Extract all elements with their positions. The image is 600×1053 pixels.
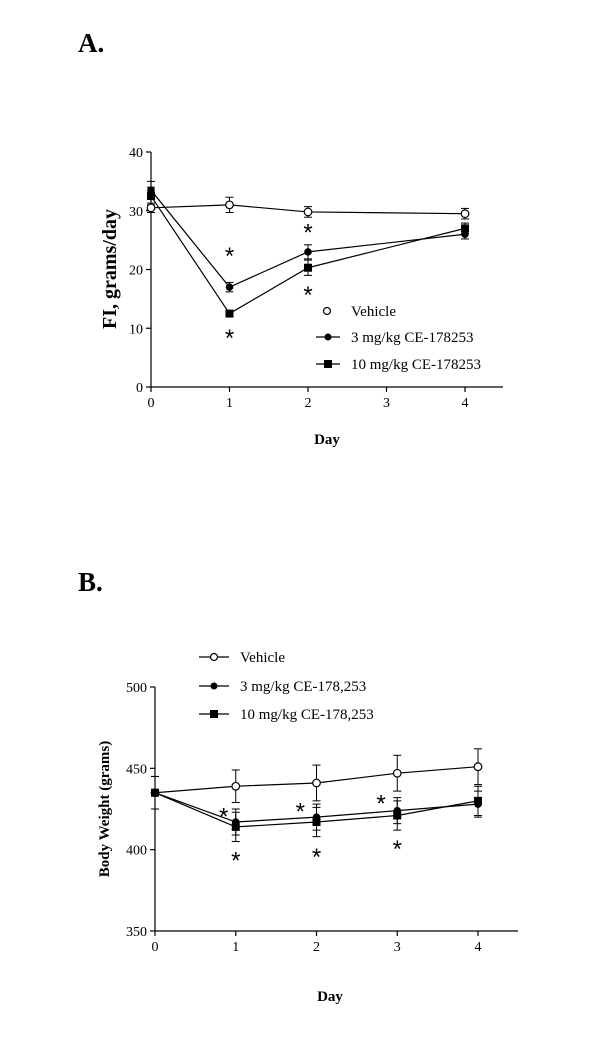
x-tick-label-2: 2 — [305, 396, 312, 411]
y-tick-label-0: 350 — [126, 925, 147, 940]
legend-a-marker-0 — [322, 306, 332, 316]
legend-a-label-0: Vehicle — [351, 304, 396, 320]
series-0-point-3 — [392, 768, 402, 778]
panel-b-x-label: Day — [317, 989, 343, 1005]
significance-star-0: * — [219, 804, 228, 831]
panel-b-legend: Vehicle 3 mg/kg CE-178,253 10 mg/kg CE-1… — [199, 650, 374, 723]
panel-a-legend: Vehicle 3 mg/kg CE-178253 10 mg/kg CE-17… — [316, 304, 481, 373]
x-tick-label-2: 2 — [313, 940, 320, 955]
series-0-point-1 — [225, 200, 234, 210]
panel-b-error-bars — [151, 748, 482, 843]
series-0-point-0 — [146, 203, 156, 213]
significance-star-5: * — [393, 836, 402, 863]
x-tick-label-4: 4 — [462, 396, 469, 411]
significance-star-1: * — [225, 325, 234, 352]
panel-b: B. Vehicle 3 mg/kg CE-178,253 10 mg/kg C… — [78, 567, 518, 1005]
series-1-point-2 — [304, 248, 312, 256]
panel-a-y-label: FI, grams/day — [99, 209, 121, 329]
y-tick-label-2: 450 — [126, 762, 147, 777]
y-tick-label-2: 20 — [129, 264, 143, 279]
panel-a: A. 0 10 20 30 40 0 1 2 3 4 * * * * FI, grams/day Day… — [78, 28, 503, 448]
y-tick-label-1: 10 — [129, 322, 143, 337]
series-2-point-2 — [304, 263, 312, 272]
series-2-point-1 — [231, 822, 240, 831]
significance-star-3: * — [312, 844, 321, 871]
y-tick-label-0: 0 — [136, 381, 143, 396]
significance-star-3: * — [303, 282, 312, 309]
significance-star-2: * — [296, 799, 305, 826]
significance-star-2: * — [303, 219, 312, 246]
x-tick-label-4: 4 — [475, 940, 482, 955]
panel-b-ticks: 350 400 450 500 0 1 2 3 4 — [126, 681, 482, 955]
legend-b-label-1: 3 mg/kg CE-178,253 — [240, 679, 366, 695]
legend-a-label-2: 10 mg/kg CE-178253 — [351, 357, 481, 373]
y-tick-label-4: 40 — [129, 146, 143, 161]
significance-star-1: * — [231, 847, 240, 874]
panel-b-significance: ****** — [219, 790, 402, 874]
y-tick-label-1: 400 — [126, 844, 147, 859]
series-0-point-3 — [460, 209, 470, 219]
series-0-line — [150, 204, 466, 215]
y-tick-label-3: 30 — [129, 205, 143, 220]
x-tick-label-1: 1 — [226, 396, 233, 411]
x-tick-label-0: 0 — [148, 396, 155, 411]
series-2-point-3 — [393, 811, 402, 820]
panel-a-ticks: 0 10 20 30 40 0 1 2 3 4 — [129, 146, 469, 411]
x-tick-label-3: 3 — [394, 940, 401, 955]
series-2-line — [150, 195, 466, 315]
series-0-point-1 — [231, 781, 241, 791]
legend-b-marker-1 — [210, 682, 218, 690]
series-1-point-1 — [225, 283, 234, 291]
series-0-point-4 — [473, 762, 483, 772]
panel-a-series-lines — [150, 189, 466, 315]
significance-star-0: * — [225, 243, 234, 270]
panel-b-y-label: Body Weight (grams) — [97, 741, 113, 877]
series-2-point-1 — [225, 309, 234, 318]
legend-b-marker-0 — [209, 652, 219, 662]
legend-b-label-2: 10 mg/kg CE-178,253 — [240, 707, 374, 723]
legend-b-label-0: Vehicle — [240, 650, 285, 666]
x-tick-label-0: 0 — [152, 940, 159, 955]
panel-b-markers — [150, 762, 483, 831]
panel-a-x-label: Day — [314, 432, 340, 448]
series-0-point-2 — [312, 778, 321, 788]
panel-b-label: B. — [78, 567, 103, 597]
series-2-point-3 — [461, 224, 469, 233]
significance-star-4: * — [376, 790, 385, 817]
series-2-point-0 — [151, 788, 159, 797]
legend-a-marker-2 — [324, 360, 332, 368]
series-2-point-4 — [474, 796, 482, 805]
y-tick-label-3: 500 — [126, 681, 147, 696]
series-1-line — [150, 189, 466, 288]
x-tick-label-3: 3 — [383, 396, 390, 411]
x-tick-label-1: 1 — [232, 940, 239, 955]
series-0-point-2 — [303, 207, 313, 217]
series-2-point-0 — [147, 192, 155, 201]
panel-a-label: A. — [78, 28, 104, 58]
series-2-point-2 — [312, 818, 321, 827]
panel-a-markers — [146, 186, 470, 318]
legend-b-marker-2 — [210, 710, 218, 718]
panel-a-significance: * * * * — [225, 219, 313, 352]
legend-a-marker-1 — [324, 333, 332, 341]
legend-a-label-1: 3 mg/kg CE-178253 — [351, 330, 474, 346]
